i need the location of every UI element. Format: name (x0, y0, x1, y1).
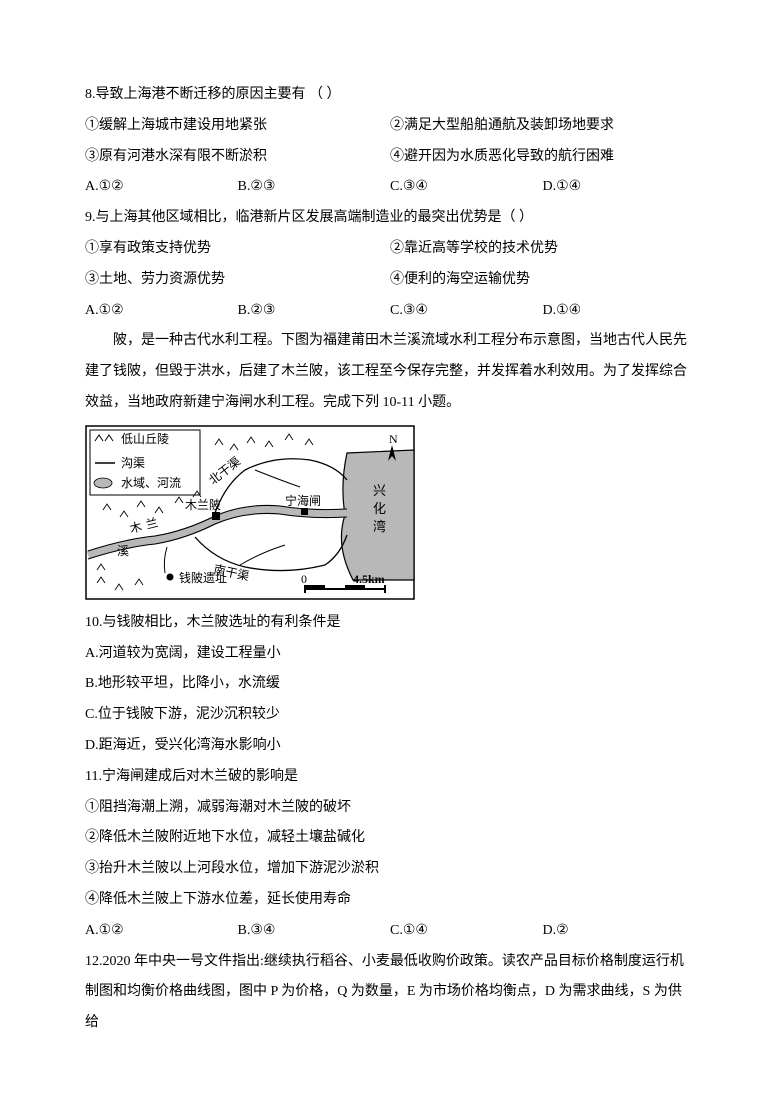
q8-opt4: ④避开因为水质恶化导致的航行困难 (390, 142, 695, 173)
q11-choice-a: A.①② (85, 916, 238, 947)
legend-channel: 沟渠 (121, 456, 145, 470)
q9-opt3: ③土地、劳力资源优势 (85, 265, 390, 296)
label-bay-2: 化 (373, 501, 386, 516)
svg-text:4.5km: 4.5km (353, 572, 385, 586)
svg-text:0: 0 (301, 572, 307, 586)
q8-row2: ③原有河港水深有限不断淤积 ④避开因为水质恶化导致的航行困难 (85, 142, 695, 173)
q8-opt3: ③原有河港水深有限不断淤积 (85, 142, 390, 173)
q9-choices: A.①② B.②③ C.③④ D.①④ (85, 296, 695, 327)
q11-opt4: ④降低木兰陂上下游水位差，延长使用寿命 (85, 885, 695, 916)
label-qianpi: 钱陂遗址 (179, 570, 227, 585)
q10-opt-b: B.地形较平坦，比降小，水流缓 (85, 669, 695, 700)
q11-opt3: ③抬升木兰陂以上河段水位，增加下游泥沙淤积 (85, 854, 695, 885)
q9-choice-b: B.②③ (238, 296, 391, 327)
q8-stem: 8.导致上海港不断迁移的原因主要有 （ ） (85, 80, 695, 111)
q10-opt-c: C.位于钱陂下游，泥沙沉积较少 (85, 700, 695, 731)
passage-1: 陂，是一种古代水利工程。下图为福建莆田木兰溪流域水利工程分布示意图，当地古代人民… (85, 326, 695, 418)
legend-hills: 低山丘陵 (121, 432, 169, 446)
label-bay-3: 湾 (373, 519, 386, 534)
q9-opt4: ④便利的海空运输优势 (390, 265, 695, 296)
legend-water: 水域、河流 (121, 476, 181, 490)
q8-opt1: ①缓解上海城市建设用地紧张 (85, 111, 390, 142)
q11-choice-c: C.①④ (390, 916, 543, 947)
q11-choice-b: B.③④ (238, 916, 391, 947)
q8-choice-b: B.②③ (238, 172, 391, 203)
q11-choices: A.①② B.③④ C.①④ D.② (85, 916, 695, 947)
q9-opt1: ①享有政策支持优势 (85, 234, 390, 265)
q8-choice-d: D.①④ (543, 172, 696, 203)
map-svg: 低山丘陵 沟渠 水域、河流 兴 化 湾 木 兰 溪 北干渠 南干渠 木兰陂 (85, 425, 415, 600)
q8-choices: A.①② B.②③ C.③④ D.①④ (85, 172, 695, 203)
q10-opt-a: A.河道较为宽阔，建设工程量小 (85, 639, 695, 670)
q11-choice-d: D.② (543, 916, 696, 947)
q11-opt1: ①阻挡海潮上溯，减弱海潮对木兰陂的破坏 (85, 793, 695, 824)
q9-row2: ③土地、劳力资源优势 ④便利的海空运输优势 (85, 265, 695, 296)
label-ninghai: 宁海闸 (285, 493, 321, 508)
q8-row1: ①缓解上海城市建设用地紧张 ②满足大型船舶通航及装卸场地要求 (85, 111, 695, 142)
q11-opt2: ②降低木兰陂附近地下水位，减轻土壤盐碱化 (85, 823, 695, 854)
label-mulanpi: 木兰陂 (185, 497, 221, 512)
label-river-3: 溪 (117, 544, 129, 558)
q11-stem: 11.宁海闸建成后对木兰破的影响是 (85, 762, 695, 793)
q9-row1: ①享有政策支持优势 ②靠近高等学校的技术优势 (85, 234, 695, 265)
q9-choice-d: D.①④ (543, 296, 696, 327)
q12-stem: 12.2020 年中央一号文件指出:继续执行稻谷、小麦最低收购价政策。读农产品目… (85, 947, 695, 1039)
map-figure: 低山丘陵 沟渠 水域、河流 兴 化 湾 木 兰 溪 北干渠 南干渠 木兰陂 (85, 425, 695, 600)
q8-opt2: ②满足大型船舶通航及装卸场地要求 (390, 111, 695, 142)
q8-choice-c: C.③④ (390, 172, 543, 203)
svg-text:N: N (389, 432, 398, 446)
q10-stem: 10.与钱陂相比，木兰陂选址的有利条件是 (85, 608, 695, 639)
q8-choice-a: A.①② (85, 172, 238, 203)
q9-choice-a: A.①② (85, 296, 238, 327)
q9-opt2: ②靠近高等学校的技术优势 (390, 234, 695, 265)
label-bay-1: 兴 (373, 483, 386, 498)
q9-stem: 9.与上海其他区域相比，临港新片区发展高端制造业的最突出优势是（ ） (85, 203, 695, 234)
q9-choice-c: C.③④ (390, 296, 543, 327)
q10-opt-d: D.距海近，受兴化湾海水影响小 (85, 731, 695, 762)
